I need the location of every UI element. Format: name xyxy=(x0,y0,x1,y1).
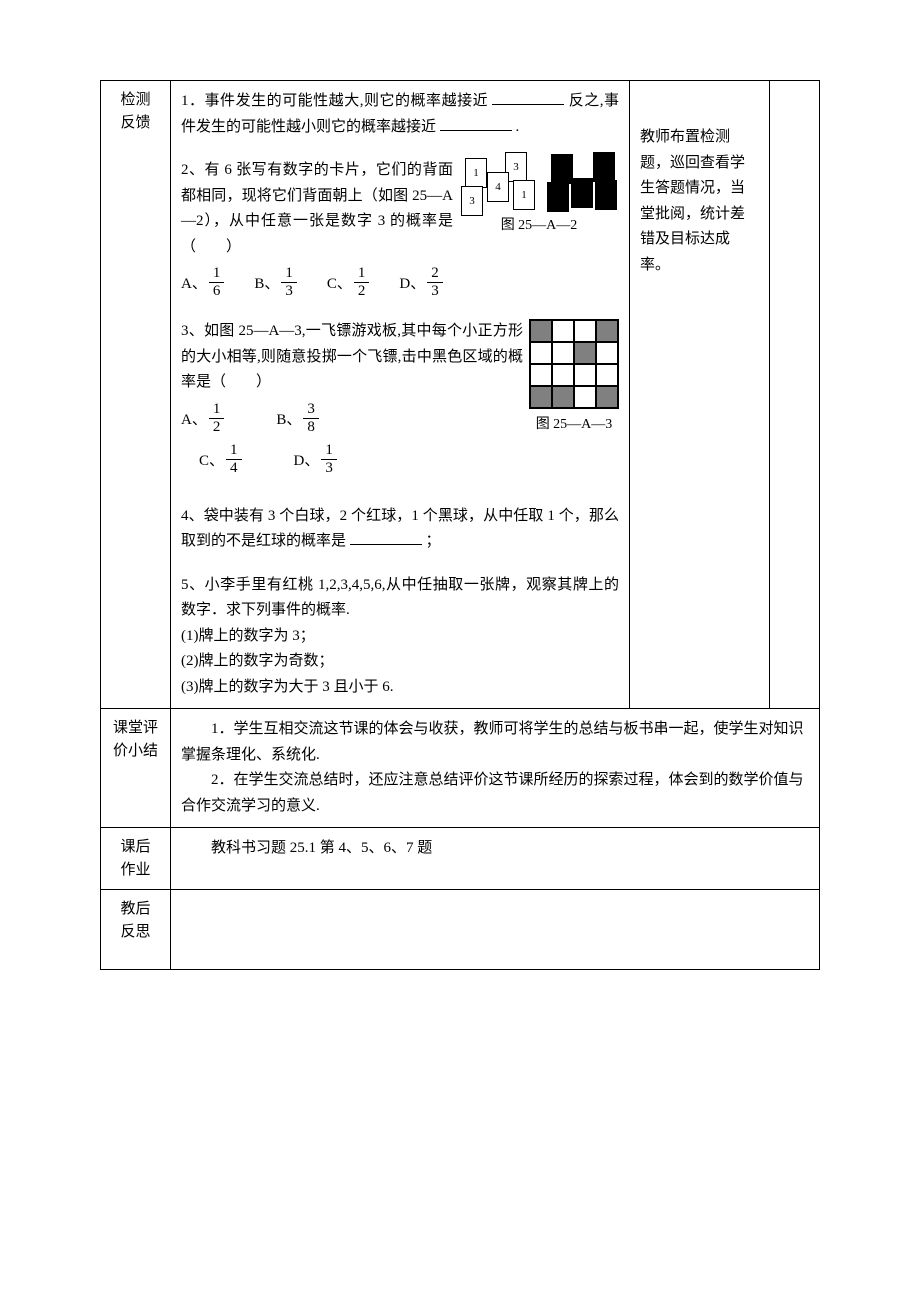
row-reflection: 教后反思 xyxy=(101,890,820,970)
q1-blank1 xyxy=(492,90,564,105)
fraction: 13 xyxy=(281,266,297,299)
row-homework: 课后作业 教科书习题 25.1 第 4、5、6、7 题 xyxy=(101,828,820,890)
homework-text: 教科书习题 25.1 第 4、5、6、7 题 xyxy=(181,836,809,862)
q3-fig-caption: 图 25—A—3 xyxy=(529,413,619,437)
summary-line1: 1．学生互相交流这节课的体会与收获，教师可将学生的总结与板书串一起，使学生对知识… xyxy=(181,717,809,768)
q3-text: 3、如图 25—A—3,一飞镖游戏板,其中每个小正方形的大小相等,则随意投掷一个… xyxy=(181,323,523,390)
label-homework: 课后作业 xyxy=(101,828,171,890)
label-summary: 课堂评价小结 xyxy=(101,709,171,828)
card-back xyxy=(595,180,617,210)
card-back xyxy=(547,182,569,212)
q4-tail: ； xyxy=(426,533,441,549)
fraction: 23 xyxy=(427,266,443,299)
fraction: 16 xyxy=(209,266,225,299)
q5-sub2: (2)牌上的数字为奇数； xyxy=(181,649,619,675)
option-label: B、 xyxy=(276,411,301,427)
row-assessment: 检测反馈 1．事件发生的可能性越大,则它的概率越接近 反之,事件发生的可能性越小… xyxy=(101,81,820,709)
q5-sub3: (3)牌上的数字为大于 3 且小于 6. xyxy=(181,675,619,701)
card: 3 xyxy=(461,186,483,216)
option-label: A、 xyxy=(181,276,207,292)
dart-cell xyxy=(574,386,596,408)
option: B、13 xyxy=(254,268,299,301)
option-label: A、 xyxy=(181,411,207,427)
dart-cell xyxy=(530,364,552,386)
fraction: 13 xyxy=(321,443,337,476)
summary-line2: 2．在学生交流总结时，还应注意总结评价这节课所经历的探索过程，体会到的数学价值与… xyxy=(181,768,809,819)
q1-period: . xyxy=(516,119,520,135)
dart-cell xyxy=(552,386,574,408)
empty-cell-1 xyxy=(770,81,820,709)
dart-cell xyxy=(552,364,574,386)
q1-text-a: 1．事件发生的可能性越大,则它的概率越接近 xyxy=(181,93,488,109)
q1-blank2 xyxy=(440,116,512,131)
dart-cell xyxy=(596,386,618,408)
dart-cell xyxy=(574,364,596,386)
option: A、16 xyxy=(181,268,226,301)
option: C、14 xyxy=(199,445,244,478)
row-summary: 课堂评价小结 1．学生互相交流这节课的体会与收获，教师可将学生的总结与板书串一起… xyxy=(101,709,820,828)
dartboard-diagram xyxy=(529,319,619,409)
q3-figure: 图 25—A—3 xyxy=(529,319,619,437)
q2-fig-caption: 图 25—A—2 xyxy=(459,214,619,238)
question-1: 1．事件发生的可能性越大,则它的概率越接近 反之,事件发生的可能性越小则它的概率… xyxy=(181,89,619,140)
teacher-note-text: 教师布置检测题，巡回查看学生答题情况，当堂批阅，统计差错及目标达成率。 xyxy=(640,125,759,278)
card: 1 xyxy=(465,158,487,188)
q3-options-row2: C、14 D、13 xyxy=(181,445,619,478)
option: D、23 xyxy=(399,268,444,301)
dart-cell xyxy=(574,342,596,364)
q4-blank xyxy=(350,530,422,545)
summary-content: 1．学生互相交流这节课的体会与收获，教师可将学生的总结与板书串一起，使学生对知识… xyxy=(171,709,820,828)
option-label: C、 xyxy=(327,276,352,292)
reflection-content xyxy=(171,890,820,970)
option: C、12 xyxy=(327,268,372,301)
q2-text: 2、有 6 张写有数字的卡片，它们的背面都相同，现将它们背面朝上（如图 25—A… xyxy=(181,162,453,255)
option-label: C、 xyxy=(199,452,224,468)
dart-cell xyxy=(596,342,618,364)
card-back xyxy=(551,154,573,184)
card-back xyxy=(571,178,593,208)
homework-content: 教科书习题 25.1 第 4、5、6、7 题 xyxy=(171,828,820,890)
question-3: 图 25—A—3 3、如图 25—A—3,一飞镖游戏板,其中每个小正方形的大小相… xyxy=(181,319,619,486)
card: 4 xyxy=(487,172,509,202)
q2-options: A、16 B、13 C、12 D、23 xyxy=(181,268,619,301)
q2-figure: 13341 图 25—A—2 xyxy=(459,158,619,238)
fraction: 12 xyxy=(209,402,225,435)
dart-cell xyxy=(574,320,596,342)
fraction: 38 xyxy=(303,402,319,435)
dart-cell xyxy=(530,342,552,364)
label-assessment: 检测反馈 xyxy=(101,81,171,709)
option-label: B、 xyxy=(254,276,279,292)
teacher-note: 教师布置检测题，巡回查看学生答题情况，当堂批阅，统计差错及目标达成率。 xyxy=(630,81,770,709)
question-5: 5、小李手里有红桃 1,2,3,4,5,6,从中任抽取一张牌，观察其牌上的数字．… xyxy=(181,573,619,701)
option-label: D、 xyxy=(399,276,425,292)
option: A、12 xyxy=(181,404,226,437)
lesson-plan-table: 检测反馈 1．事件发生的可能性越大,则它的概率越接近 反之,事件发生的可能性越小… xyxy=(100,80,820,970)
dart-cell xyxy=(552,342,574,364)
dart-cell xyxy=(530,386,552,408)
assessment-content: 1．事件发生的可能性越大,则它的概率越接近 反之,事件发生的可能性越小则它的概率… xyxy=(171,81,630,709)
dart-cell xyxy=(552,320,574,342)
cards-diagram: 13341 xyxy=(459,158,619,210)
option: D、13 xyxy=(294,445,339,478)
q5-intro: 5、小李手里有红桃 1,2,3,4,5,6,从中任抽取一张牌，观察其牌上的数字．… xyxy=(181,573,619,624)
fraction: 12 xyxy=(354,266,370,299)
dart-cell xyxy=(596,364,618,386)
card: 1 xyxy=(513,180,535,210)
dart-cell xyxy=(530,320,552,342)
question-2: 13341 图 25—A—2 2、有 6 张写有数字的卡片，它们的背面都相同，现… xyxy=(181,158,619,301)
dart-cell xyxy=(596,320,618,342)
option: B、38 xyxy=(276,404,321,437)
q5-sub1: (1)牌上的数字为 3； xyxy=(181,624,619,650)
label-reflection: 教后反思 xyxy=(101,890,171,970)
option-label: D、 xyxy=(294,452,320,468)
question-4: 4、袋中装有 3 个白球，2 个红球，1 个黑球，从中任取 1 个，那么取到的不… xyxy=(181,504,619,555)
card-back xyxy=(593,152,615,182)
fraction: 14 xyxy=(226,443,242,476)
